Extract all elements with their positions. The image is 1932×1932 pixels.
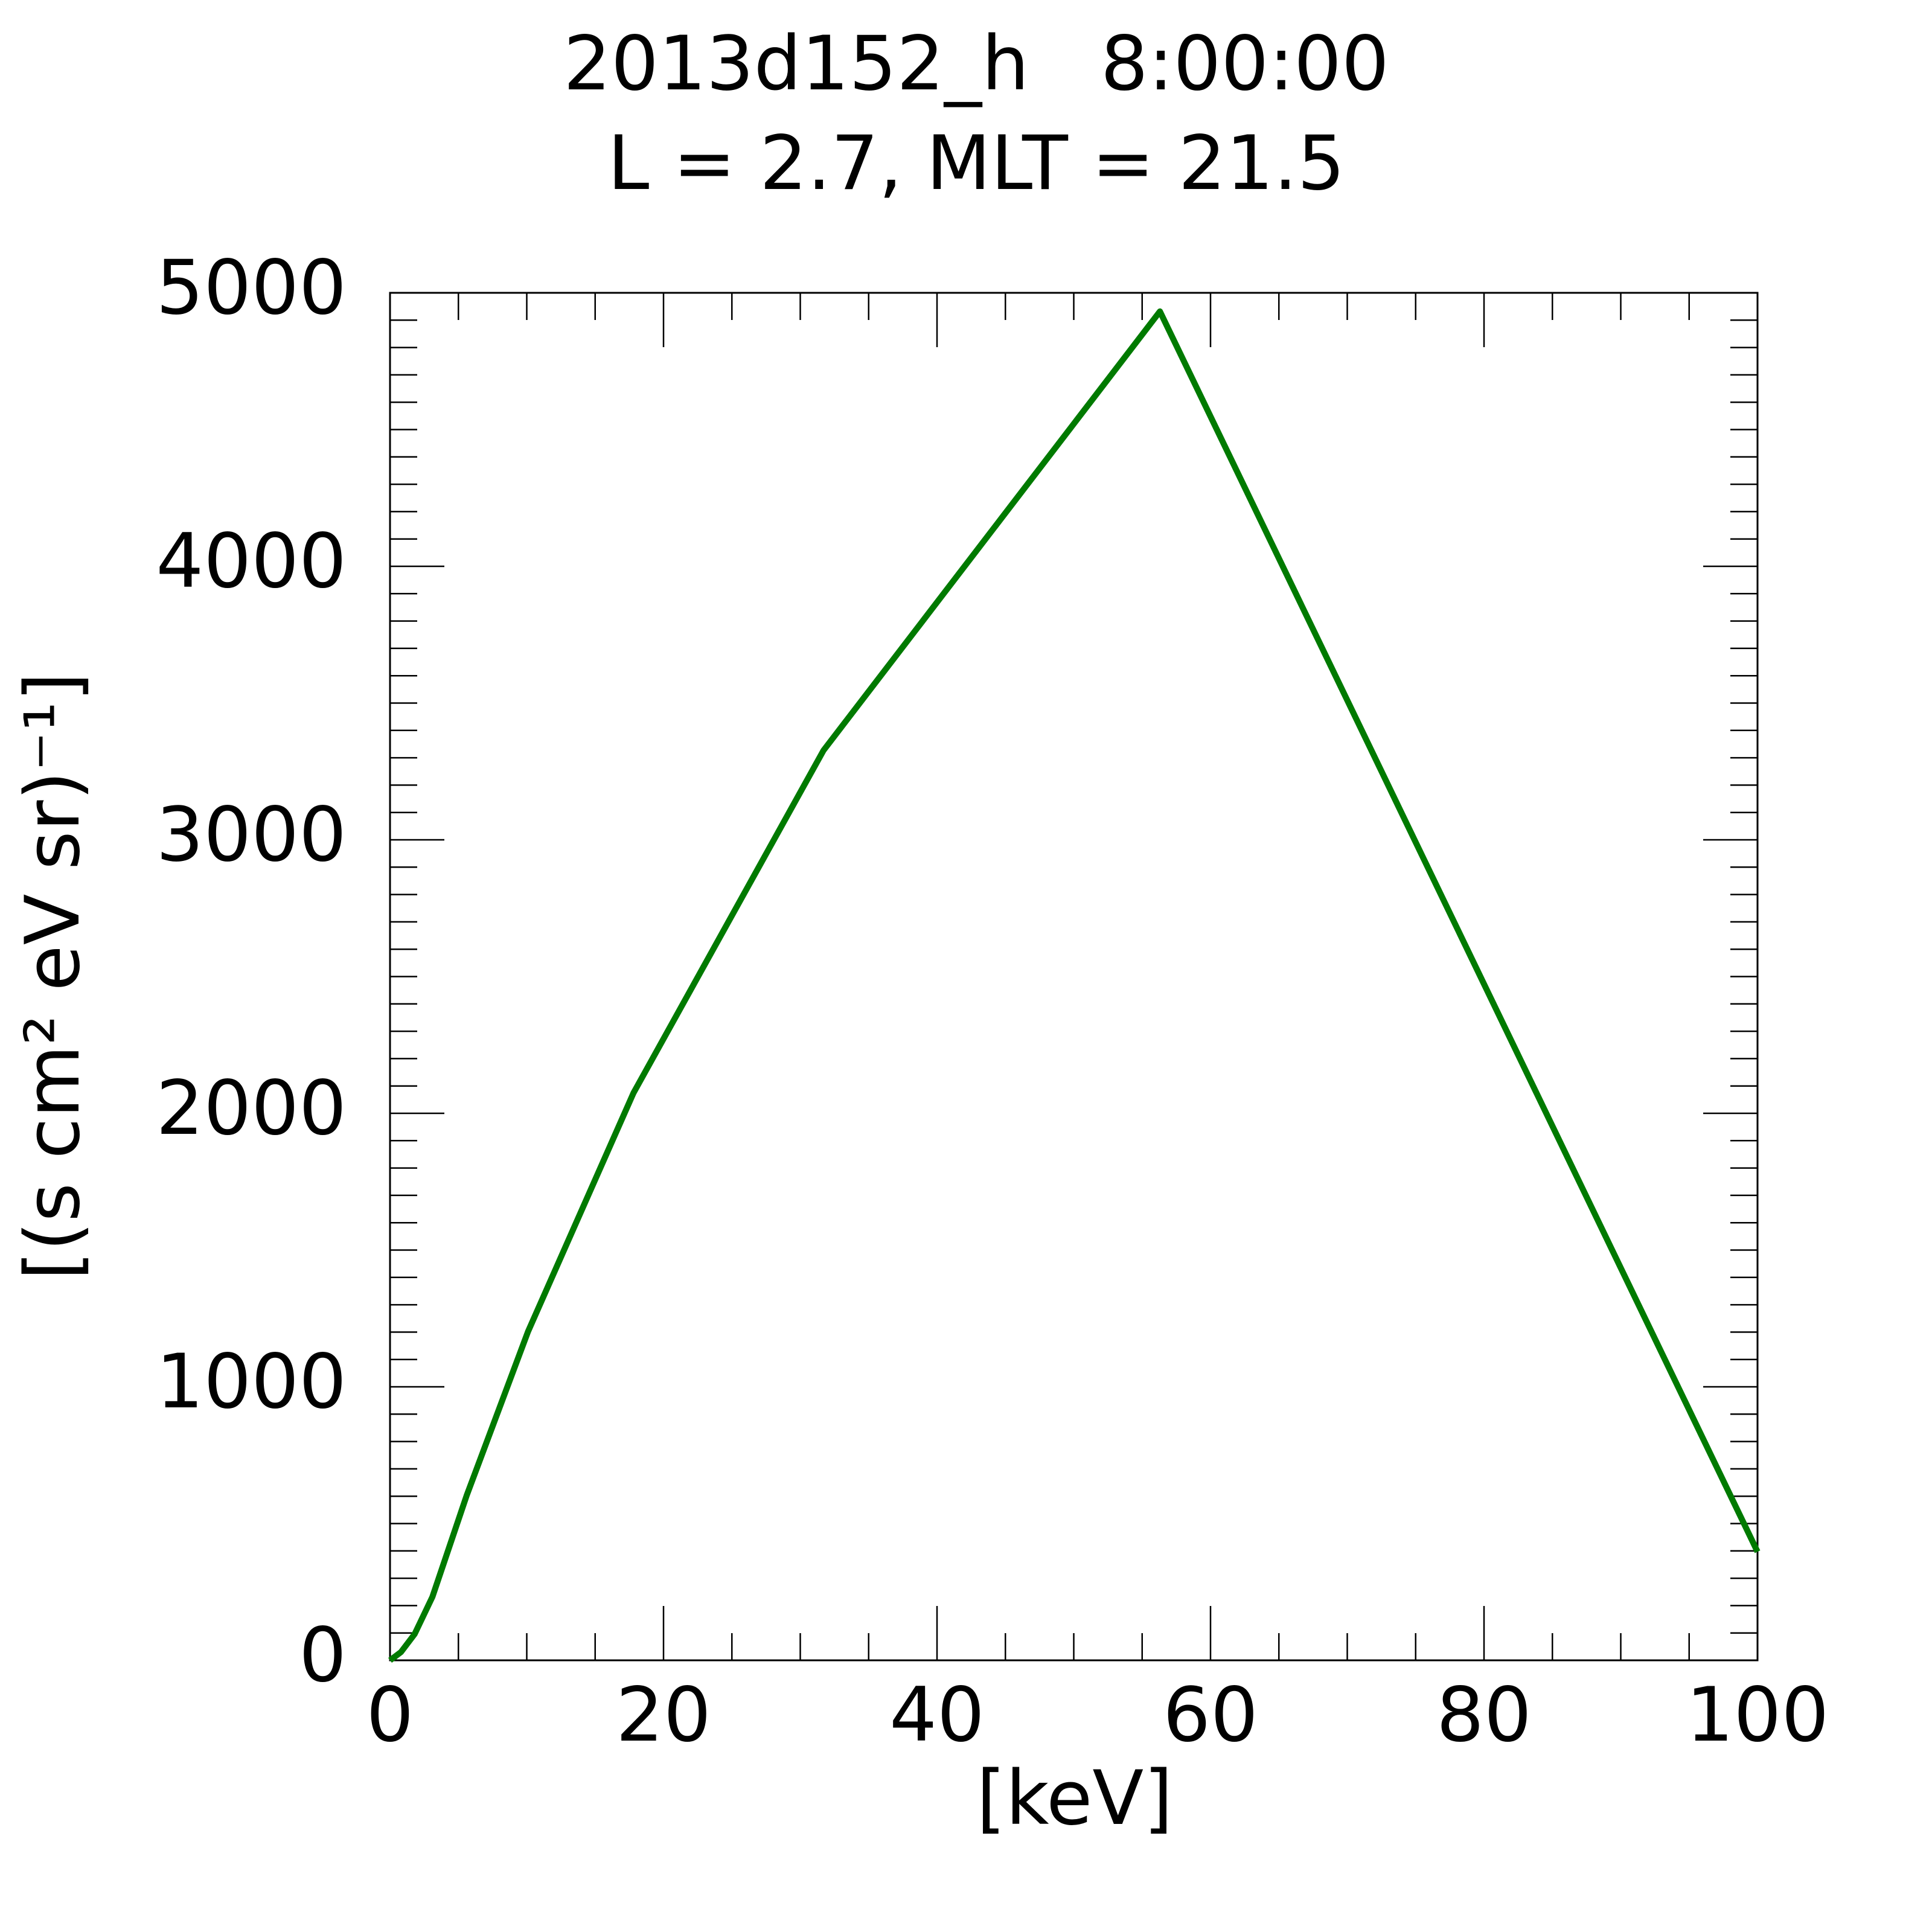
- x-tick-label: 80: [1436, 1672, 1532, 1759]
- chart-title: 2013d152_h 8:00:00: [563, 21, 1389, 107]
- y-tick-label: 5000: [156, 245, 347, 331]
- x-tick-label: 60: [1163, 1672, 1258, 1759]
- y-tick-label: 1000: [156, 1339, 347, 1425]
- y-tick-label: 3000: [156, 792, 347, 878]
- data-line: [388, 308, 1761, 1663]
- chart-subtitle: L = 2.7, MLT = 21.5: [607, 120, 1345, 207]
- y-tick-label: 2000: [156, 1065, 347, 1152]
- y-axis-label: [(s cm² eV sr)⁻¹]: [10, 673, 97, 1281]
- x-axis-label: [keV]: [976, 1755, 1172, 1842]
- plot-frame: [389, 292, 1759, 1662]
- y-tick-label: 0: [299, 1612, 347, 1699]
- x-tick-label: 0: [366, 1672, 414, 1759]
- y-tick-label: 4000: [156, 518, 347, 605]
- x-tick-label: 20: [616, 1672, 711, 1759]
- x-tick-label: 40: [889, 1672, 985, 1759]
- x-tick-label: 100: [1686, 1672, 1829, 1759]
